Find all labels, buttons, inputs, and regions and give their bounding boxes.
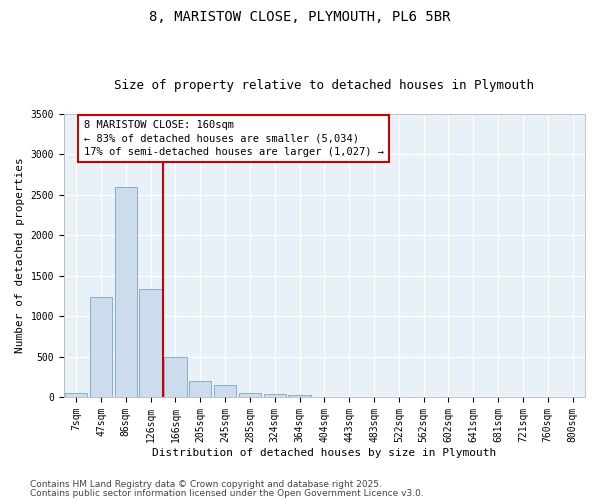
Text: Contains public sector information licensed under the Open Government Licence v3: Contains public sector information licen…	[30, 488, 424, 498]
Bar	[214, 385, 236, 397]
X-axis label: Distribution of detached houses by size in Plymouth: Distribution of detached houses by size …	[152, 448, 497, 458]
Title: Size of property relative to detached houses in Plymouth: Size of property relative to detached ho…	[115, 79, 535, 92]
Bar	[189, 381, 211, 397]
Bar	[90, 296, 112, 397]
Text: Contains HM Land Registry data © Crown copyright and database right 2025.: Contains HM Land Registry data © Crown c…	[30, 480, 382, 489]
Text: 8 MARISTOW CLOSE: 160sqm
← 83% of detached houses are smaller (5,034)
17% of sem: 8 MARISTOW CLOSE: 160sqm ← 83% of detach…	[83, 120, 383, 157]
Text: 8, MARISTOW CLOSE, PLYMOUTH, PL6 5BR: 8, MARISTOW CLOSE, PLYMOUTH, PL6 5BR	[149, 10, 451, 24]
Bar	[115, 187, 137, 397]
Bar	[65, 393, 88, 397]
Bar	[289, 394, 311, 397]
Bar	[239, 393, 261, 397]
Bar	[164, 356, 187, 397]
Y-axis label: Number of detached properties: Number of detached properties	[15, 158, 25, 354]
Bar	[263, 394, 286, 397]
Bar	[139, 288, 162, 397]
